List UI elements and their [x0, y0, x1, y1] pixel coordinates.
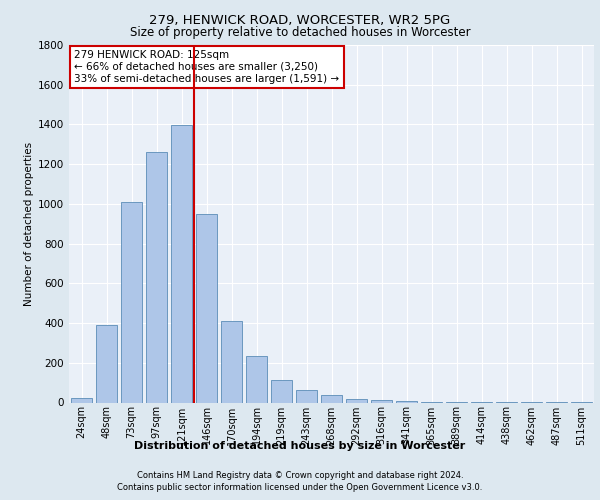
Bar [321, 394, 342, 402]
Bar [146, 152, 167, 402]
Bar [96, 325, 117, 402]
Text: Distribution of detached houses by size in Worcester: Distribution of detached houses by size … [134, 441, 466, 451]
Text: Contains public sector information licensed under the Open Government Licence v3: Contains public sector information licen… [118, 483, 482, 492]
Bar [221, 321, 242, 402]
Text: Size of property relative to detached houses in Worcester: Size of property relative to detached ho… [130, 26, 470, 39]
Text: 279 HENWICK ROAD: 125sqm
← 66% of detached houses are smaller (3,250)
33% of sem: 279 HENWICK ROAD: 125sqm ← 66% of detach… [74, 50, 340, 84]
Bar [246, 356, 267, 403]
Bar [371, 400, 392, 402]
Bar [296, 390, 317, 402]
Bar [396, 401, 417, 402]
Text: Contains HM Land Registry data © Crown copyright and database right 2024.: Contains HM Land Registry data © Crown c… [137, 471, 463, 480]
Bar [121, 202, 142, 402]
Y-axis label: Number of detached properties: Number of detached properties [24, 142, 34, 306]
Bar [196, 214, 217, 402]
Bar [71, 398, 92, 402]
Bar [271, 380, 292, 402]
Bar [346, 399, 367, 402]
Bar [171, 126, 192, 402]
Text: 279, HENWICK ROAD, WORCESTER, WR2 5PG: 279, HENWICK ROAD, WORCESTER, WR2 5PG [149, 14, 451, 27]
